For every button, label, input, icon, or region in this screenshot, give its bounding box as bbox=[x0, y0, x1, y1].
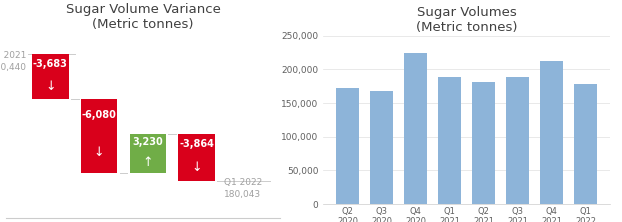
Title: Sugar Volume Variance
(Metric tonnes): Sugar Volume Variance (Metric tonnes) bbox=[66, 3, 220, 31]
Text: Q1 2021
190,440: Q1 2021 190,440 bbox=[0, 52, 27, 71]
Bar bbox=[541, 61, 562, 204]
Bar bbox=[506, 77, 529, 204]
Bar bbox=[371, 91, 392, 204]
Title: Sugar Volumes
(Metric tonnes): Sugar Volumes (Metric tonnes) bbox=[415, 6, 518, 34]
Bar bbox=[81, 99, 118, 173]
Text: -3,864: -3,864 bbox=[179, 139, 214, 149]
Bar bbox=[404, 53, 427, 204]
Bar bbox=[179, 134, 215, 181]
Text: -3,683: -3,683 bbox=[33, 59, 68, 69]
Text: ↓: ↓ bbox=[94, 146, 104, 159]
Bar bbox=[439, 77, 460, 204]
Bar bbox=[337, 88, 358, 204]
Bar bbox=[473, 82, 494, 204]
Text: ↓: ↓ bbox=[192, 161, 202, 174]
Text: -6,080: -6,080 bbox=[81, 110, 116, 120]
Text: 3,230: 3,230 bbox=[132, 137, 164, 147]
Bar bbox=[129, 134, 166, 173]
Text: ↓: ↓ bbox=[45, 80, 55, 93]
Bar bbox=[32, 54, 68, 99]
Text: ↑: ↑ bbox=[142, 156, 153, 168]
Bar bbox=[575, 84, 596, 204]
Text: Q1 2022
180,043: Q1 2022 180,043 bbox=[224, 178, 262, 198]
